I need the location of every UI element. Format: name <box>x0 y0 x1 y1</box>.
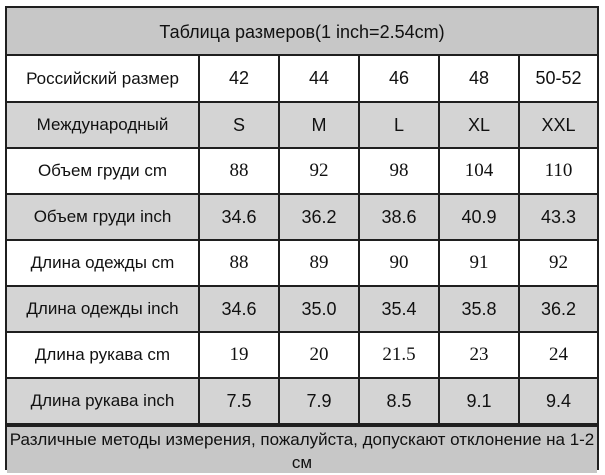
table-cell: 40.9 <box>438 193 520 241</box>
table-cell: 92 <box>518 239 597 287</box>
table-cell: 23 <box>438 331 520 379</box>
row-international-size: Международный S M L XL XXL <box>7 101 597 149</box>
table-cell: 9.1 <box>438 377 520 425</box>
table-cell: 8.5 <box>358 377 440 425</box>
table-cell: S <box>198 101 280 149</box>
table-cell: 7.5 <box>198 377 280 425</box>
row-russian-size: Российский размер 42 44 46 48 50-52 <box>7 56 597 103</box>
table-cell: 50-52 <box>518 56 597 103</box>
table-cell: 42 <box>198 56 280 103</box>
table-cell: 48 <box>438 56 520 103</box>
row-length-cm: Длина одежды cm 88 89 90 91 92 <box>7 239 597 287</box>
table-cell: 24 <box>518 331 597 379</box>
chart-title: Таблица размеров(1 inch=2.54cm) <box>7 8 597 56</box>
table-cell: 46 <box>358 56 440 103</box>
row-label: Длина рукава cm <box>7 331 200 379</box>
row-length-inch: Длина одежды inch 34.6 35.0 35.4 35.8 36… <box>7 285 597 333</box>
row-label: Длина одежды cm <box>7 239 200 287</box>
table-cell: 35.0 <box>278 285 360 333</box>
table-cell: 34.6 <box>198 193 280 241</box>
table-cell: 7.9 <box>278 377 360 425</box>
table-cell: 43.3 <box>518 193 597 241</box>
row-chest-cm: Объем груди cm 88 92 98 104 110 <box>7 147 597 195</box>
table-cell: 35.8 <box>438 285 520 333</box>
table-cell: 98 <box>358 147 440 195</box>
row-label: Объем груди cm <box>7 147 200 195</box>
row-label: Международный <box>7 101 200 149</box>
measurement-note: Различные методы измерения, пожалуйста, … <box>7 425 597 473</box>
table-cell: 88 <box>198 239 280 287</box>
table-cell: 36.2 <box>518 285 597 333</box>
size-chart: Таблица размеров(1 inch=2.54cm) Российск… <box>5 6 599 473</box>
size-table: Российский размер 42 44 46 48 50-52 Межд… <box>7 56 597 425</box>
table-cell: M <box>278 101 360 149</box>
table-cell: 104 <box>438 147 520 195</box>
table-cell: 34.6 <box>198 285 280 333</box>
row-label: Объем груди inch <box>7 193 200 241</box>
table-cell: 88 <box>198 147 280 195</box>
table-cell: 20 <box>278 331 360 379</box>
table-cell: 35.4 <box>358 285 440 333</box>
row-label: Длина одежды inch <box>7 285 200 333</box>
table-cell: 19 <box>198 331 280 379</box>
table-cell: 21.5 <box>358 331 440 379</box>
table-cell: 36.2 <box>278 193 360 241</box>
table-cell: L <box>358 101 440 149</box>
row-sleeve-cm: Длина рукава cm 19 20 21.5 23 24 <box>7 331 597 379</box>
table-cell: 9.4 <box>518 377 597 425</box>
table-cell: 91 <box>438 239 520 287</box>
table-cell: 92 <box>278 147 360 195</box>
row-sleeve-inch: Длина рукава inch 7.5 7.9 8.5 9.1 9.4 <box>7 377 597 425</box>
table-cell: XXL <box>518 101 597 149</box>
table-cell: 44 <box>278 56 360 103</box>
row-label: Российский размер <box>7 56 200 103</box>
table-cell: 90 <box>358 239 440 287</box>
table-cell: XL <box>438 101 520 149</box>
table-cell: 89 <box>278 239 360 287</box>
row-chest-inch: Объем груди inch 34.6 36.2 38.6 40.9 43.… <box>7 193 597 241</box>
table-cell: 38.6 <box>358 193 440 241</box>
table-cell: 110 <box>518 147 597 195</box>
row-label: Длина рукава inch <box>7 377 200 425</box>
